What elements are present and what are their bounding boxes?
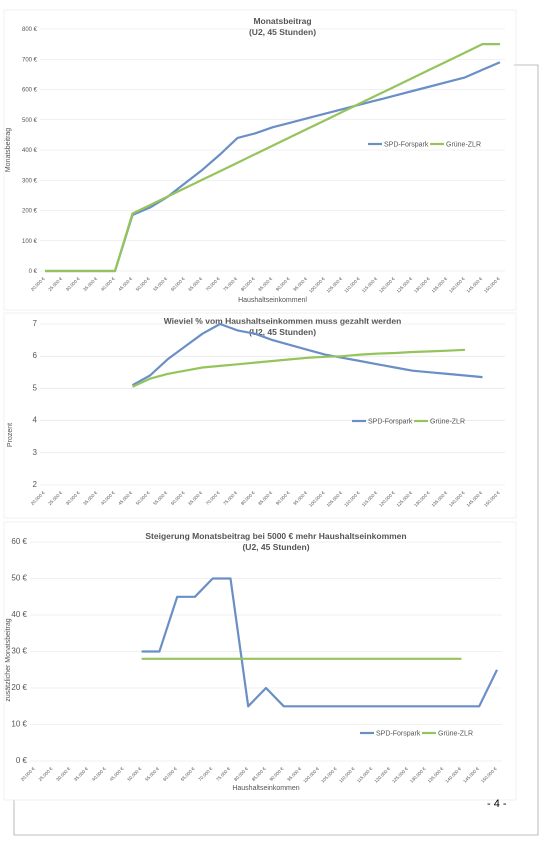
chart-title: Steigerung Monatsbeitrag bei 5000 € mehr… (145, 531, 406, 541)
legend-label: Grüne-ZLR (446, 142, 481, 149)
legend-label: SPD-Forspark (368, 419, 413, 426)
y-axis-label: Prozent (7, 423, 14, 447)
y-tick-label: 200 € (22, 209, 38, 215)
y-tick-label: 40 € (11, 610, 27, 619)
y-tick-label: 2 (33, 480, 38, 489)
y-axis-label: zusätzlicher Monatsbeitrag (5, 618, 12, 701)
chart-subtitle: (U2, 45 Stunden) (249, 27, 316, 37)
y-tick-label: 6 (33, 351, 38, 360)
y-tick-label: 5 (33, 383, 38, 392)
y-axis-label: Monatsbeitrag (5, 128, 12, 172)
y-tick-label: 3 (33, 448, 38, 457)
chart-frame (3, 312, 517, 519)
y-tick-label: 50 € (11, 574, 27, 583)
y-tick-label: 30 € (11, 647, 27, 656)
y-tick-label: 0 € (29, 269, 38, 275)
y-tick-label: 20 € (11, 683, 27, 692)
page-number: - 4 - (487, 798, 507, 810)
chart-frame (3, 521, 517, 801)
legend-label: SPD-Forspark (384, 142, 429, 149)
series-line (131, 322, 483, 387)
y-tick-label: 300 € (22, 178, 38, 184)
y-tick-label: 800 € (22, 27, 38, 33)
chart-title: Wieviel % vom Haushaltseinkommen muss ge… (164, 316, 402, 326)
y-tick-label: 0 € (16, 756, 28, 765)
chart-frame (3, 9, 517, 311)
chart-subtitle: (U2, 45 Stunden) (242, 542, 309, 552)
y-tick-label: 700 € (22, 57, 38, 63)
series-line (132, 348, 466, 388)
y-tick-label: 10 € (11, 720, 27, 729)
legend-label: SPD-Forspark (376, 731, 421, 738)
x-axis-label: Haushaltseinkommen (232, 785, 299, 792)
y-tick-label: 400 € (22, 148, 38, 154)
series-line (141, 577, 498, 708)
legend-label: Grüne-ZLR (430, 419, 465, 426)
y-tick-label: 60 € (11, 537, 27, 546)
y-tick-label: 500 € (22, 118, 38, 124)
y-tick-label: 4 (33, 416, 38, 425)
y-tick-label: 600 € (22, 88, 38, 94)
page-frame (13, 64, 539, 836)
y-tick-label: 7 (33, 319, 38, 328)
y-tick-label: 100 € (22, 239, 38, 245)
x-axis-label: Haushaltseinkommenl (238, 297, 307, 304)
series-line (45, 43, 500, 273)
chart-title: Monatsbeitrag (253, 16, 311, 26)
legend-label: Grüne-ZLR (438, 731, 473, 738)
chart-subtitle: (U2, 45 Stunden) (249, 327, 316, 337)
